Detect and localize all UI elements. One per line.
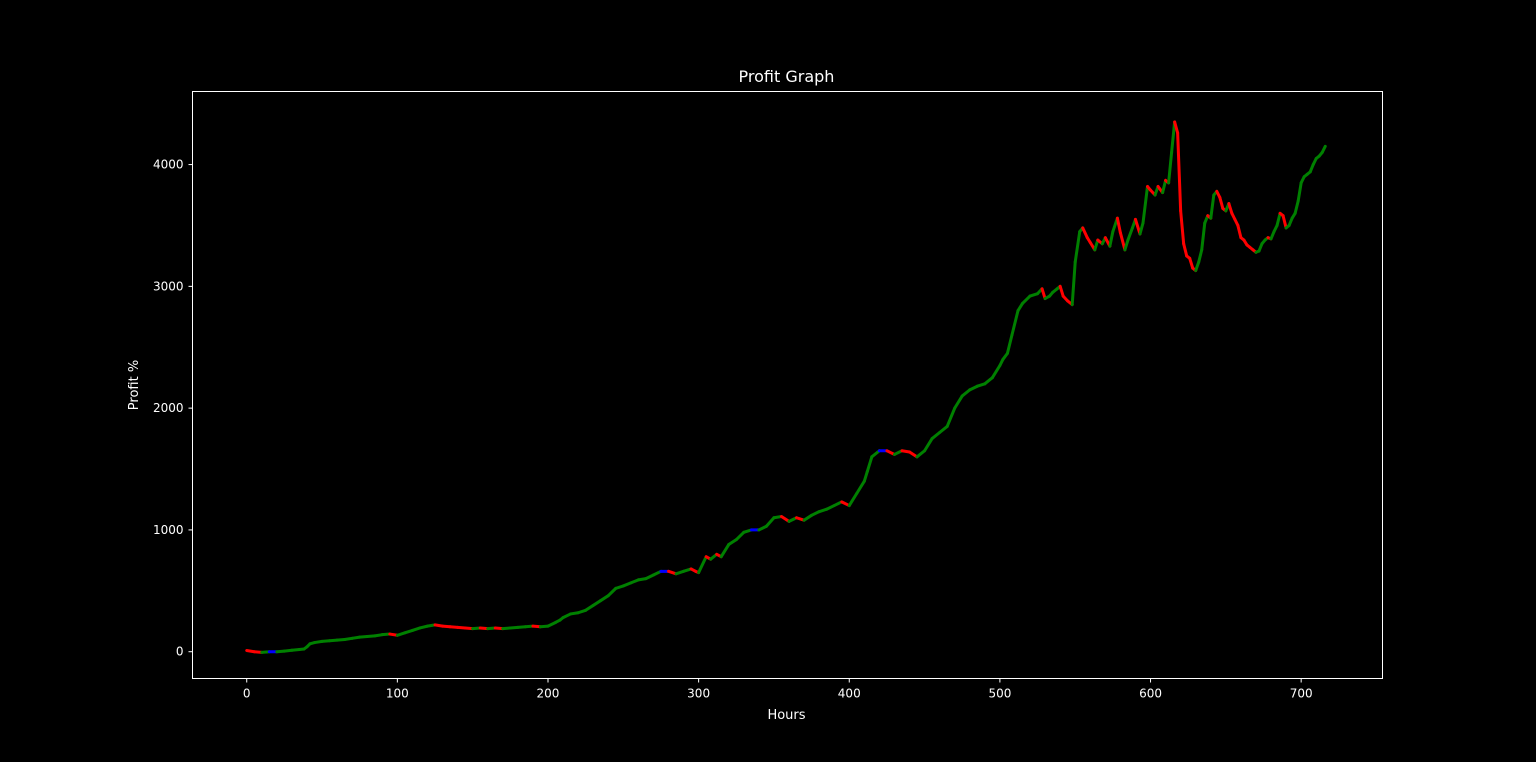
y-axis-ticks: 0 1000 2000 3000 4000 [153,158,193,659]
profit-line-segment [960,388,972,398]
x-tick-label: 400 [838,687,861,701]
profit-line-segment [1081,226,1089,240]
profit-line-segment [865,455,874,473]
profit-line-segment [1167,150,1174,185]
profit-line-segment [1227,202,1234,215]
profit-line-segment [1118,231,1127,252]
profit-line-segment [1040,287,1047,301]
x-tick-label: 700 [1290,687,1313,701]
profit-line-segment [719,543,731,559]
x-tick-label: 300 [687,687,710,701]
profit-line-segment [855,479,866,495]
profit-line-segment [1141,184,1150,225]
y-axis-label: Profit % [127,360,142,410]
profit-line-segment [697,555,708,575]
profit-line-segment [953,394,964,410]
profit-line-segment [1173,120,1180,135]
profit-line-segment [938,424,949,434]
profit-line-segment [1197,248,1204,264]
x-tick-label: 100 [386,687,409,701]
y-tick-label: 1000 [153,523,184,537]
profit-line-segment [1176,131,1183,213]
profit-line-segment [847,491,859,508]
profit-line-segment [1093,238,1100,252]
profit-line-segment [1138,221,1145,236]
profit-line-segment [1170,120,1177,154]
profit-line-segment [1179,209,1186,246]
profit-line-segment [930,431,942,441]
profit-line-segment [1108,230,1115,248]
profit-line-segment [915,449,927,459]
profit-line-segment [1020,294,1032,305]
x-axis-ticks: 0 100 200 300 400 500 600 700 [243,678,1313,701]
profit-series-line [245,120,1327,654]
profit-line-segment [923,437,934,453]
profit-line-segment [1182,242,1189,258]
profit-line-segment [1275,211,1282,227]
x-tick-label: 500 [988,687,1011,701]
profit-line-segment [1058,284,1065,298]
profit-line-segment [1161,178,1168,195]
plot-frame [192,91,1383,679]
profit-line-segment [1123,238,1130,252]
profit-line-segment [1236,223,1243,240]
profit-line-segment [862,469,869,483]
profit-line-segment [1070,260,1077,307]
x-tick-label: 200 [537,687,560,701]
profit-line-segment [1281,214,1288,230]
profit-line-segment [1209,193,1216,220]
profit-line-segment [1126,226,1134,242]
profit-line-segment [764,516,776,528]
profit-line-segment [1010,309,1020,337]
profit-line-segment [1320,144,1327,154]
x-tick-label: 0 [243,687,251,701]
y-tick-label: 4000 [153,158,184,172]
profit-line-segment [1188,256,1195,270]
profit-line-segment [1218,195,1225,210]
y-tick-label: 2000 [153,401,184,415]
profit-line-segment [734,530,746,542]
profit-line-segment [1194,260,1201,273]
profit-line-segment [1005,333,1014,355]
y-tick-label: 3000 [153,279,184,293]
profit-line-segment [1073,230,1082,264]
x-tick-label: 600 [1139,687,1162,701]
profit-line-segment [1293,199,1300,215]
profit-line-segment [606,586,618,598]
profit-line-segment [945,406,957,428]
profit-line-segment [1200,221,1207,252]
chart-title: Profit Graph [739,67,835,86]
profit-line-segment [1296,181,1303,203]
profit-line-segment [870,449,881,459]
profit-line-segment [983,376,994,386]
y-tick-label: 0 [176,645,184,659]
profit-line-segment [990,364,1002,380]
profit-line-segment [1115,216,1122,235]
x-axis-label: Hours [767,708,805,723]
